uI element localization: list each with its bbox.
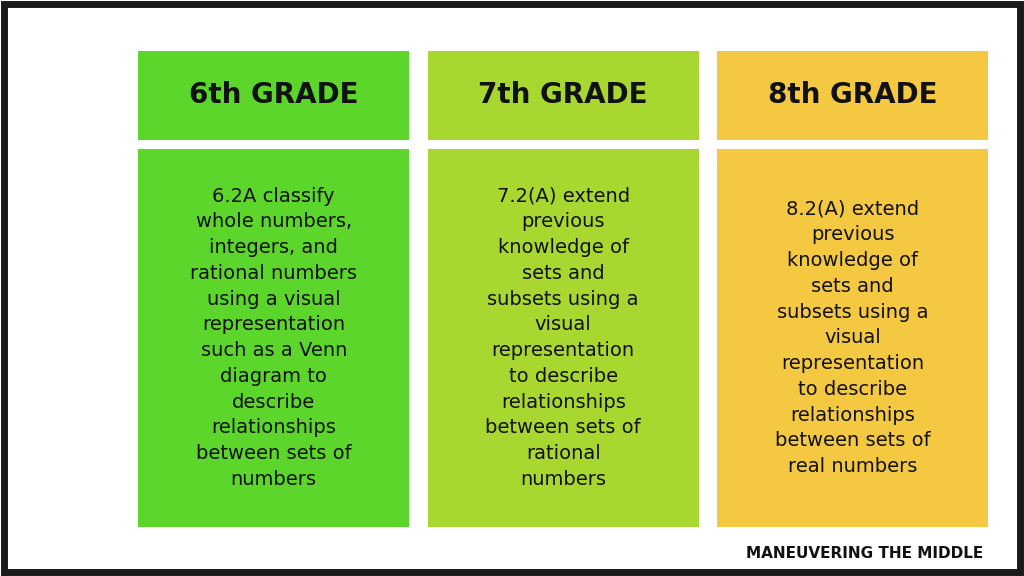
Bar <box>138 149 410 527</box>
Text: 7.2(A) extend
previous
knowledge of
sets and
subsets using a
visual
representati: 7.2(A) extend previous knowledge of sets… <box>485 187 641 489</box>
Text: 6.2A classify
whole numbers,
integers, and
rational numbers
using a visual
repre: 6.2A classify whole numbers, integers, a… <box>190 187 357 489</box>
Bar <box>717 149 988 527</box>
Text: 7th GRADE: 7th GRADE <box>478 81 648 109</box>
Bar <box>428 149 698 527</box>
Text: 8th GRADE: 8th GRADE <box>768 81 937 109</box>
Bar <box>138 51 410 140</box>
Text: 6th GRADE: 6th GRADE <box>189 81 358 109</box>
Text: MANEUVERING THE MIDDLE: MANEUVERING THE MIDDLE <box>745 547 983 562</box>
Text: 8.2(A) extend
previous
knowledge of
sets and
subsets using a
visual
representati: 8.2(A) extend previous knowledge of sets… <box>775 199 931 476</box>
Bar <box>428 51 698 140</box>
Bar <box>717 51 988 140</box>
